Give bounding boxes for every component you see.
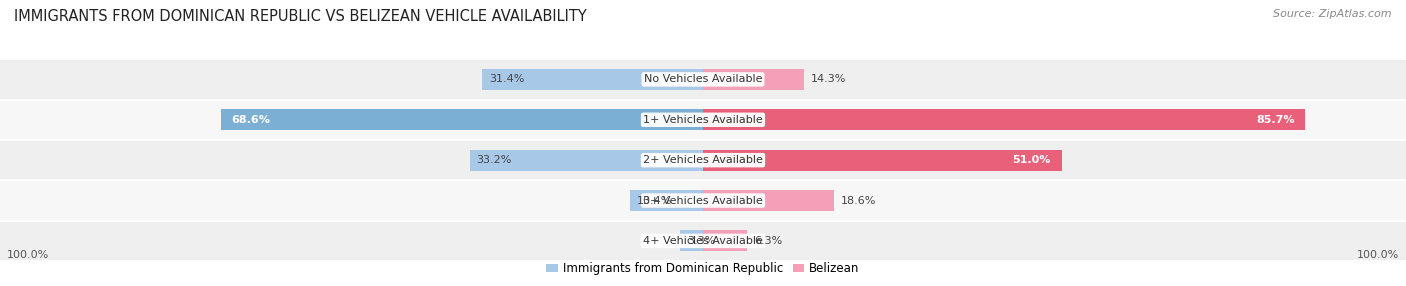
Text: 3.3%: 3.3% — [688, 236, 716, 246]
Text: 51.0%: 51.0% — [1012, 155, 1052, 165]
Text: 100.0%: 100.0% — [7, 250, 49, 260]
Bar — [470, 150, 703, 171]
Bar — [0, 181, 1406, 220]
Text: IMMIGRANTS FROM DOMINICAN REPUBLIC VS BELIZEAN VEHICLE AVAILABILITY: IMMIGRANTS FROM DOMINICAN REPUBLIC VS BE… — [14, 9, 586, 23]
Text: 100.0%: 100.0% — [1357, 250, 1399, 260]
Bar — [703, 69, 804, 90]
Bar — [0, 222, 1406, 260]
Bar — [0, 60, 1406, 99]
Text: 18.6%: 18.6% — [841, 196, 876, 206]
Bar — [0, 141, 1406, 179]
Bar — [703, 190, 834, 211]
Bar — [0, 101, 1406, 139]
Text: Source: ZipAtlas.com: Source: ZipAtlas.com — [1274, 9, 1392, 19]
Text: 33.2%: 33.2% — [477, 155, 512, 165]
Text: 14.3%: 14.3% — [810, 74, 846, 84]
Text: 2+ Vehicles Available: 2+ Vehicles Available — [643, 155, 763, 165]
Text: 3+ Vehicles Available: 3+ Vehicles Available — [643, 196, 763, 206]
Text: 10.4%: 10.4% — [637, 196, 672, 206]
Text: 6.3%: 6.3% — [754, 236, 783, 246]
Text: 85.7%: 85.7% — [1257, 115, 1295, 125]
Text: No Vehicles Available: No Vehicles Available — [644, 74, 762, 84]
Text: 4+ Vehicles Available: 4+ Vehicles Available — [643, 236, 763, 246]
Text: 31.4%: 31.4% — [489, 74, 524, 84]
Bar — [681, 231, 703, 251]
Text: 68.6%: 68.6% — [232, 115, 270, 125]
Text: 1+ Vehicles Available: 1+ Vehicles Available — [643, 115, 763, 125]
Bar — [221, 109, 703, 130]
Bar — [703, 150, 1062, 171]
Bar — [703, 231, 748, 251]
Bar — [482, 69, 703, 90]
Bar — [703, 109, 1305, 130]
Bar — [630, 190, 703, 211]
Legend: Immigrants from Dominican Republic, Belizean: Immigrants from Dominican Republic, Beli… — [541, 258, 865, 280]
